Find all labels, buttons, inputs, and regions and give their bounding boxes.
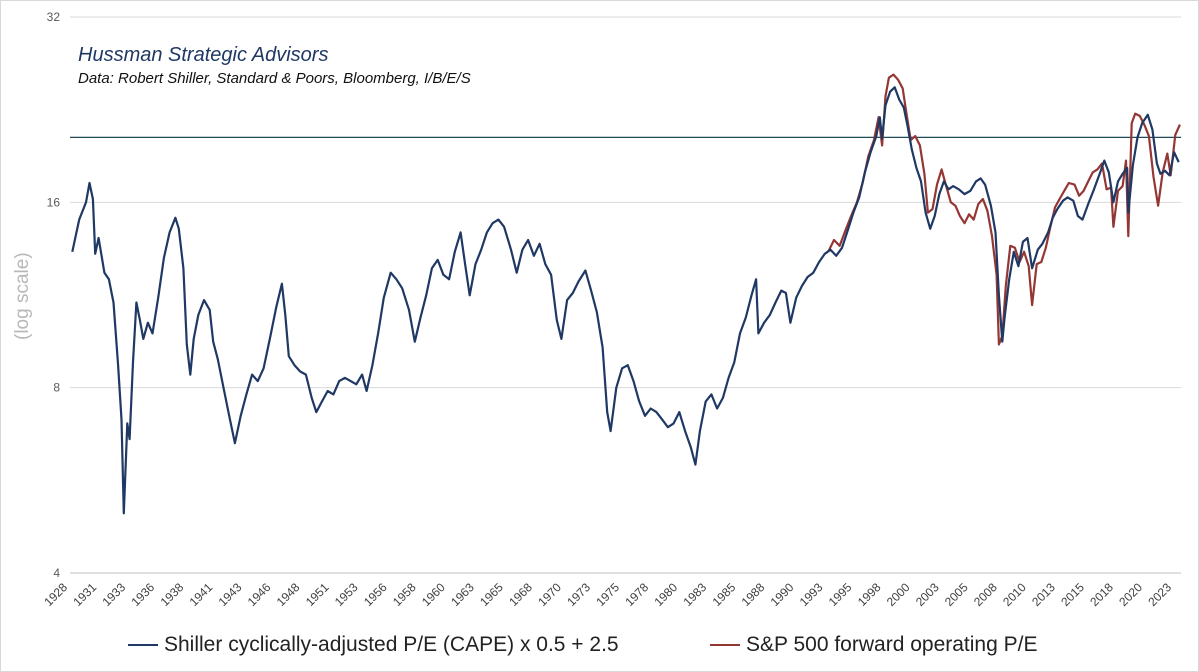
legend-item-cape: Shiller cyclically-adjusted P/E (CAPE) x… (128, 630, 619, 660)
annotation-firm: Hussman Strategic Advisors (78, 44, 329, 66)
y-tick-label: 8 (53, 381, 60, 395)
legend-swatch-cape (128, 644, 158, 646)
legend-swatch-forward-pe (710, 644, 740, 646)
series-line-cape (71, 86, 1180, 515)
y-tick-label: 32 (47, 10, 61, 24)
y-tick-label: 4 (53, 566, 60, 580)
series-line-forward-pe (827, 73, 1181, 346)
legend-label-forward-pe: S&P 500 forward operating P/E (746, 633, 1038, 656)
legend-item-forward-pe: S&P 500 forward operating P/E (710, 630, 1037, 660)
series-lines (71, 73, 1181, 515)
annotation-source: Data: Robert Shiller, Standard & Poors, … (78, 70, 471, 87)
gridlines (70, 16, 1181, 574)
y-tick-labels: 4 8 16 32 (47, 10, 61, 580)
y-tick-label: 16 (47, 195, 61, 209)
y-axis-label: (log scale) (12, 252, 33, 340)
legend-label-cape: Shiller cyclically-adjusted P/E (CAPE) x… (164, 633, 619, 656)
